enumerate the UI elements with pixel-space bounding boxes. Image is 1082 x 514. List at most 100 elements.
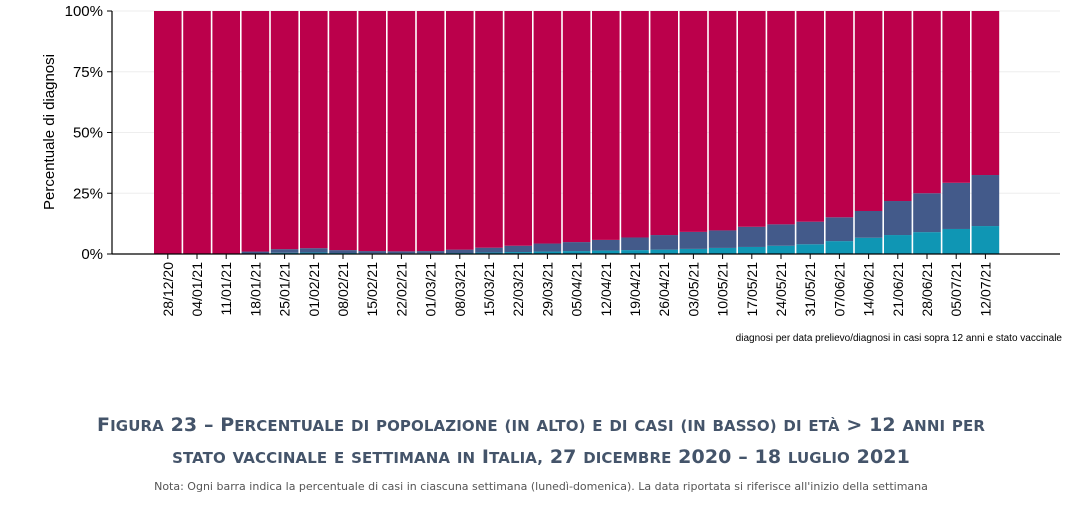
chart-source-note: diagnosi per data prelievo/diagnosi in c… — [735, 333, 1062, 344]
bar-segment-0 — [854, 237, 883, 254]
bar-segment-2 — [650, 11, 678, 236]
x-tick-label: 28/06/21 — [919, 262, 935, 317]
bar-segment-2 — [270, 11, 299, 250]
x-tick-label: 01/02/21 — [306, 262, 322, 317]
bar-segment-1 — [708, 230, 737, 248]
bar-segment-2 — [416, 11, 445, 252]
bar-segment-2 — [446, 11, 474, 250]
bar-segment-1 — [621, 237, 649, 251]
x-tick-label: 03/05/21 — [685, 262, 701, 317]
bars — [154, 11, 1000, 254]
bar-segment-2 — [241, 11, 270, 252]
bar-segment-1 — [446, 249, 474, 254]
x-tick-label: 26/04/21 — [656, 262, 672, 317]
x-tick-label: 18/01/21 — [247, 262, 263, 317]
bar-segment-2 — [504, 11, 532, 246]
x-tick-label: 28/12/20 — [160, 262, 176, 317]
bar-segment-0 — [270, 252, 299, 254]
x-tick-label: 04/01/21 — [189, 262, 205, 317]
x-tick-label: 22/02/21 — [393, 262, 409, 317]
bar-segment-2 — [212, 11, 240, 254]
bar-segment-2 — [533, 11, 562, 244]
bar-segment-2 — [825, 11, 854, 218]
bar-segment-1 — [270, 249, 299, 253]
x-tick-label: 22/03/21 — [510, 262, 526, 317]
bar-segment-1 — [796, 221, 824, 245]
bar-segment-1 — [533, 243, 562, 252]
bar-segment-1 — [504, 245, 532, 253]
y-tick-label: 100% — [65, 3, 103, 20]
x-tick-label: 24/05/21 — [773, 262, 789, 317]
figure-caption: FIGURA 23 – PERCENTUALE DI POPOLAZIONE (… — [0, 410, 1082, 474]
x-tick-label: 15/03/21 — [481, 262, 497, 317]
x-tick-label: 01/03/21 — [423, 262, 439, 317]
bar-segment-2 — [854, 11, 883, 211]
x-tick-label: 21/06/21 — [890, 262, 906, 317]
bar-segment-0 — [767, 245, 795, 254]
bar-segment-2 — [329, 11, 357, 251]
bar-segment-1 — [475, 247, 503, 253]
bar-segment-0 — [300, 252, 328, 254]
x-tick-label: 11/01/21 — [218, 262, 234, 316]
bar-segment-2 — [679, 11, 708, 232]
bar-segment-2 — [708, 11, 737, 231]
x-tick-label: 08/02/21 — [335, 262, 351, 317]
bar-segment-1 — [416, 251, 445, 254]
bar-segment-0 — [942, 228, 970, 254]
bar-segment-1 — [387, 251, 416, 254]
bar-segment-1 — [650, 235, 678, 250]
bar-segment-0 — [533, 251, 562, 254]
bar-segment-0 — [592, 250, 620, 254]
y-axis: 0% 25% 50% 75% 100% — [65, 3, 113, 263]
bar-segment-2 — [300, 11, 328, 249]
x-tick-label: 31/05/21 — [802, 262, 818, 317]
bar-segment-2 — [592, 11, 620, 240]
bar-segment-0 — [650, 249, 678, 254]
bar-segment-0 — [562, 251, 591, 254]
x-axis: 28/12/20 04/01/21 11/01/21 18/01/21 25/01/21… — [112, 253, 1060, 317]
bar-segment-2 — [913, 11, 941, 194]
x-tick-label: 12/04/21 — [598, 262, 614, 317]
bar-segment-0 — [738, 246, 766, 254]
bar-segment-2 — [738, 11, 766, 227]
x-tick-label: 05/04/21 — [569, 262, 585, 317]
y-tick-label: 0% — [81, 246, 103, 263]
bar-segment-0 — [708, 247, 737, 254]
bar-segment-1 — [679, 231, 708, 249]
bar-segment-2 — [562, 11, 591, 243]
bar-segment-2 — [387, 11, 416, 252]
stacked-bar-chart: 0% 25% 50% 75% 100% 28/12/20 04/01/21 11/01/21… — [41, 3, 1060, 317]
y-axis-label: Percentuale di diagnosi — [41, 54, 58, 210]
bar-segment-0 — [679, 248, 708, 254]
bar-segment-2 — [154, 11, 182, 254]
bar-segment-0 — [796, 244, 824, 254]
caption-line-2: STATO VACCINALE E SETTIMANA IN ITALIA, 2… — [172, 446, 910, 468]
bar-segment-2 — [796, 11, 824, 222]
x-tick-label: 10/05/21 — [715, 262, 731, 317]
bar-segment-2 — [767, 11, 795, 225]
bar-segment-2 — [621, 11, 649, 238]
y-tick-label: 50% — [73, 125, 103, 142]
y-tick-label: 25% — [73, 185, 103, 202]
bar-segment-0 — [884, 235, 912, 254]
bar-segment-1 — [942, 182, 970, 229]
bar-segment-0 — [475, 252, 503, 254]
bar-segment-0 — [825, 241, 854, 254]
bar-segment-1 — [592, 239, 620, 251]
x-tick-label: 07/06/21 — [831, 262, 847, 317]
x-tick-label: 14/06/21 — [861, 262, 877, 317]
bar-segment-0 — [504, 252, 532, 254]
bar-segment-1 — [854, 210, 883, 238]
x-tick-label: 17/05/21 — [744, 262, 760, 317]
x-tick-label: 12/07/21 — [977, 262, 993, 317]
x-tick-label: 15/02/21 — [364, 262, 380, 317]
bar-segment-0 — [913, 232, 941, 254]
bar-segment-1 — [913, 193, 941, 233]
bar-segment-1 — [971, 175, 1000, 227]
x-tick-label: 05/07/21 — [948, 262, 964, 317]
bar-segment-1 — [767, 224, 795, 246]
bar-segment-1 — [300, 248, 328, 253]
figure-note: Nota: Ogni barra indica la percentuale d… — [154, 480, 928, 493]
bar-segment-1 — [358, 251, 386, 254]
bar-segment-0 — [621, 250, 649, 254]
